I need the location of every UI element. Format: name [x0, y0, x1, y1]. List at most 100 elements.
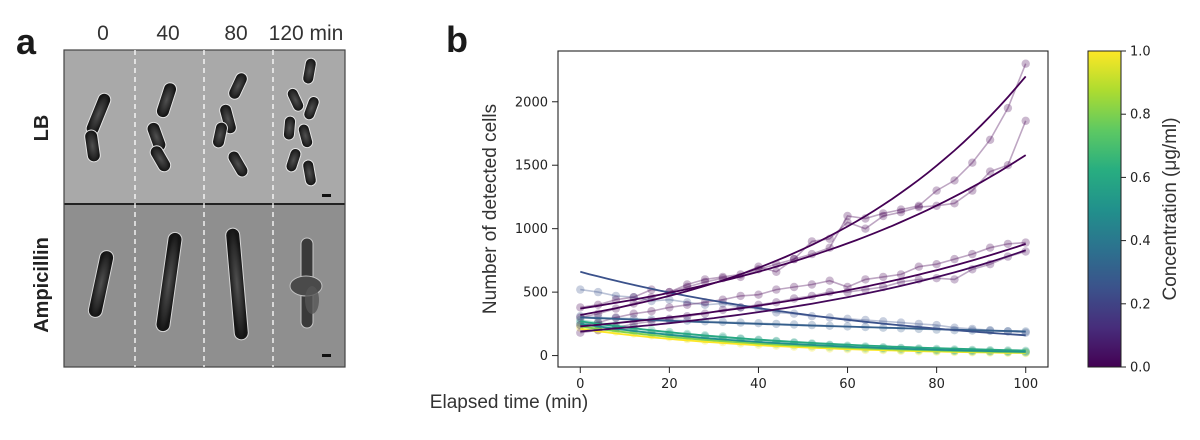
data-point [1003, 103, 1013, 113]
panel-a-letter: a [16, 21, 37, 62]
x-tick-label: 0 [576, 377, 584, 392]
data-point [1021, 59, 1030, 68]
colorbar-tick-label: 1.0 [1130, 45, 1151, 60]
row-label-ampicillin: Ampicillin [31, 237, 53, 333]
fit-curve-6 [580, 323, 1026, 353]
x-tick-label: 40 [750, 377, 767, 392]
time-label-0: 0 [97, 22, 109, 45]
x-tick-label: 100 [1013, 377, 1038, 392]
y-axis: 0 500 1000 1500 2000 [515, 95, 558, 364]
data-point [861, 275, 870, 284]
data-point [647, 307, 656, 316]
lb-cells [84, 57, 331, 197]
fit-curve-1 [580, 154, 1027, 310]
fit-curve-4 [580, 270, 1026, 337]
data-point [968, 249, 977, 259]
data-point [843, 211, 852, 221]
y-tick-label: 2000 [515, 95, 548, 110]
data-point [950, 176, 959, 185]
data-point [932, 186, 941, 195]
x-tick-label: 20 [661, 377, 678, 392]
x-tick-label: 80 [928, 377, 945, 392]
data-point [950, 254, 959, 264]
ampicillin-cells [87, 227, 331, 357]
data-point [700, 275, 710, 284]
x-axis: 0 20 40 60 80 100 [576, 367, 1038, 392]
x-axis-title: Elapsed time (min) [430, 392, 588, 413]
data-point [825, 276, 834, 285]
lysed-cell [289, 237, 323, 329]
fit-curve-0 [580, 75, 1027, 316]
data-point [576, 303, 585, 312]
scale-bar-ampicillin [322, 354, 331, 357]
data-point [807, 280, 817, 289]
data-point [985, 167, 995, 176]
data-point [700, 300, 710, 309]
y-axis-title: Number of detected cells [480, 104, 501, 314]
data-point [683, 300, 692, 309]
data-point [879, 272, 888, 282]
data-point [950, 199, 959, 208]
panel-b-letter: b [446, 19, 468, 60]
colorbar-gradient [1087, 50, 1122, 368]
data-point [789, 294, 799, 303]
colorbar-ticks: 0.0 0.2 0.4 0.6 0.8 1.0 [1121, 45, 1151, 376]
data-point [968, 158, 977, 167]
data-point [914, 201, 923, 210]
y-tick-label: 1000 [515, 222, 548, 237]
data-point [611, 313, 621, 322]
colorbar-tick-label: 0.6 [1130, 171, 1151, 186]
data-point [879, 211, 888, 221]
colorbar-tick-label: 0.8 [1130, 108, 1151, 123]
data-point [665, 303, 674, 312]
colorbar-tick-label: 0.2 [1130, 297, 1151, 312]
fit-curve-2 [580, 243, 1026, 328]
micrograph-grid [63, 49, 346, 368]
data-point [896, 270, 906, 279]
time-label-120: 120 min [269, 22, 344, 45]
data-point [1021, 247, 1030, 256]
data-point [985, 135, 995, 144]
data-point [861, 224, 870, 233]
colorbar: 0.0 0.2 0.4 0.6 0.8 1.0 Concentration (μg/ml) [1087, 45, 1181, 376]
colorbar-tick-label: 0.4 [1130, 234, 1151, 249]
fit-curve-3 [580, 249, 1026, 333]
data-point [683, 298, 692, 307]
data-point [1003, 239, 1013, 249]
data-point [683, 280, 692, 289]
data-point [593, 287, 603, 297]
y-tick-label: 500 [523, 286, 548, 301]
data-point [754, 290, 763, 299]
data-point [896, 208, 906, 217]
y-tick-label: 1500 [515, 159, 548, 174]
data-point [985, 243, 995, 252]
data-point [932, 260, 941, 269]
data-point [629, 309, 638, 318]
data-point [950, 275, 959, 284]
x-tick-label: 60 [839, 377, 856, 392]
chart-plot-area: 0 20 40 60 80 100 0 500 1000 1500 2000 [515, 50, 1049, 392]
data-point [772, 285, 781, 294]
data-point [736, 291, 745, 301]
data-point [914, 202, 923, 212]
scale-bar-lb [322, 194, 331, 197]
data-point [896, 205, 906, 214]
data-point [789, 282, 799, 292]
data-point [932, 320, 941, 330]
data-point [879, 209, 888, 218]
y-tick-label: 0 [540, 349, 548, 364]
colorbar-tick-label: 0.0 [1130, 361, 1151, 376]
data-point [576, 285, 585, 294]
series-data-line [580, 241, 1026, 326]
row-label-lb: LB [31, 115, 53, 142]
data-point [772, 267, 781, 276]
series-2 [576, 238, 1030, 330]
data-point [914, 262, 923, 271]
fit-curve-7 [580, 320, 1026, 352]
data-point [1021, 116, 1030, 126]
data-point [611, 291, 621, 301]
colorbar-title: Concentration (μg/ml) [1160, 117, 1181, 300]
time-label-40: 40 [156, 22, 179, 45]
data-point [665, 295, 674, 304]
